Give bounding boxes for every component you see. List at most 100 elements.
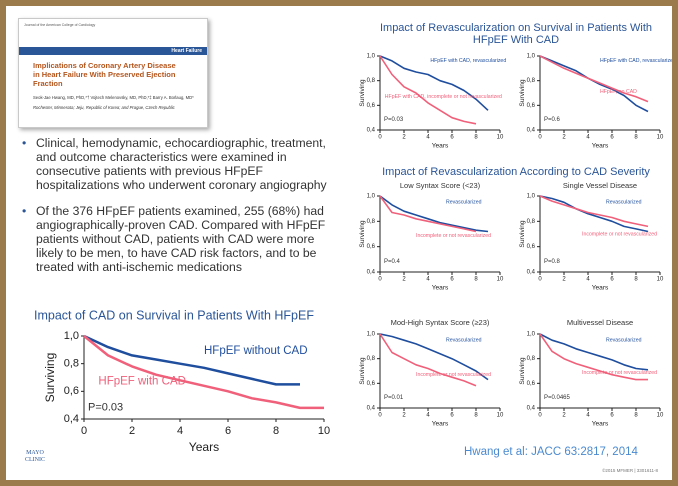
y-tick-label: 0,4 (527, 270, 536, 276)
series-label: Incomplete or not revascularized (582, 370, 657, 376)
x-tick-label: 6 (610, 277, 614, 283)
y-tick-label: 0,8 (64, 358, 79, 370)
series-label: Revascularized (446, 199, 482, 205)
series-label: Revascularized (606, 199, 642, 205)
y-axis-label: Surviving (359, 357, 366, 384)
p-value: P=0.6 (544, 117, 561, 123)
y-tick-label: 1,0 (527, 54, 536, 60)
x-tick-label: 6 (610, 413, 614, 419)
y-tick-label: 0,8 (367, 219, 376, 225)
x-tick-label: 10 (497, 135, 504, 141)
x-tick-label: 4 (177, 425, 183, 437)
x-tick-label: 8 (474, 277, 478, 283)
y-tick-label: 0,6 (64, 385, 79, 397)
series-label: HFpEF with CAD (98, 376, 186, 388)
x-axis-label: Years (432, 284, 449, 291)
slide: Journal of the American College of Cardi… (0, 0, 678, 486)
y-tick-label: 1,0 (527, 194, 536, 200)
series-label: Incomplete or not revascularized (582, 231, 657, 237)
y-tick-label: 1,0 (527, 332, 536, 338)
series-label: HFpEF without CAD (204, 345, 308, 357)
x-tick-label: 2 (129, 425, 135, 437)
y-tick-label: 0,4 (527, 128, 536, 134)
x-tick-label: 0 (378, 135, 382, 141)
x-tick-label: 4 (586, 135, 590, 141)
x-tick-label: 8 (474, 413, 478, 419)
y-tick-label: 0,6 (527, 381, 536, 387)
y-tick-label: 0,4 (64, 413, 79, 425)
x-tick-label: 4 (426, 413, 430, 419)
x-tick-label: 4 (426, 277, 430, 283)
y-axis-label: Surviving (359, 220, 366, 247)
series-label: Incomplete or not revascularized (416, 372, 491, 378)
p-value: P=0.0465 (544, 395, 571, 401)
x-tick-label: 8 (634, 277, 638, 283)
y-axis-label: Surviving (43, 353, 57, 403)
x-tick-label: 6 (610, 135, 614, 141)
y-tick-label: 0,4 (367, 128, 376, 134)
p-value: P=0.01 (384, 395, 404, 401)
y-tick-label: 0,4 (367, 406, 376, 412)
y-axis-label: Surviving (519, 357, 526, 384)
x-tick-label: 8 (634, 135, 638, 141)
y-axis-label: Surviving (519, 79, 526, 106)
y-tick-label: 1,0 (367, 54, 376, 60)
x-tick-label: 0 (378, 413, 382, 419)
x-tick-label: 8 (634, 413, 638, 419)
y-tick-label: 0,6 (367, 103, 376, 109)
y-tick-label: 1,0 (367, 332, 376, 338)
x-axis-label: Years (592, 142, 609, 149)
x-tick-label: 8 (474, 135, 478, 141)
y-tick-label: 0,6 (367, 381, 376, 387)
chart-title: Impact of CAD on Survival in Patients Wi… (34, 308, 314, 322)
x-tick-label: 2 (562, 277, 566, 283)
x-tick-label: 10 (657, 135, 664, 141)
series-label: HFpEF with CAD, revascularized (430, 58, 506, 64)
x-tick-label: 0 (538, 135, 542, 141)
y-tick-label: 0,8 (367, 78, 376, 84)
p-value: P=0.8 (544, 259, 561, 265)
x-tick-label: 8 (273, 425, 279, 437)
chart-title: Low Syntax Score (<23) (400, 181, 481, 190)
x-tick-label: 10 (497, 277, 504, 283)
x-tick-label: 2 (402, 135, 406, 141)
y-tick-label: 0,6 (527, 103, 536, 109)
series-label: Incomplete or not revascularized (416, 233, 491, 239)
chart-title: Single Vessel Disease (563, 181, 637, 190)
x-tick-label: 10 (497, 413, 504, 419)
x-axis-label: Years (432, 420, 449, 427)
y-tick-label: 0,8 (527, 78, 536, 84)
x-tick-label: 4 (586, 277, 590, 283)
x-tick-label: 2 (402, 413, 406, 419)
series-label: HFpEF with CAD, revascularized (600, 58, 672, 64)
logo: MAYO CLINIC (20, 450, 50, 464)
series-label: HFpEF with CAD, incomplete or not revasc… (385, 94, 502, 100)
y-tick-label: 0,8 (527, 356, 536, 362)
x-tick-label: 0 (378, 277, 382, 283)
x-axis-label: Years (432, 142, 449, 149)
x-axis-label: Years (592, 284, 609, 291)
survival-curve (380, 56, 488, 110)
footer: ©2015 MFMER | 3301611-8 (602, 468, 658, 473)
x-tick-label: 6 (225, 425, 231, 437)
y-tick-label: 0,6 (367, 244, 376, 250)
x-tick-label: 10 (318, 425, 330, 437)
series-label: Revascularized (606, 337, 642, 343)
series-label: HFpEF, no CAD (600, 89, 637, 95)
series-label: Revascularized (446, 337, 482, 343)
y-tick-label: 0,4 (367, 270, 376, 276)
p-value: P=0.03 (88, 401, 123, 413)
y-tick-label: 1,0 (367, 194, 376, 200)
x-tick-label: 4 (426, 135, 430, 141)
y-axis-label: Surviving (519, 220, 526, 247)
x-axis-label: Years (592, 420, 609, 427)
y-tick-label: 1,0 (64, 330, 79, 342)
x-tick-label: 2 (562, 413, 566, 419)
chart-title: Mod-High Syntax Score (≥23) (391, 318, 490, 327)
charts: Impact of CAD on Survival in Patients Wi… (6, 6, 672, 480)
p-value: P=0.03 (384, 117, 404, 123)
x-tick-label: 2 (402, 277, 406, 283)
x-tick-label: 0 (81, 425, 87, 437)
x-tick-label: 0 (538, 413, 542, 419)
y-tick-label: 0,6 (527, 244, 536, 250)
